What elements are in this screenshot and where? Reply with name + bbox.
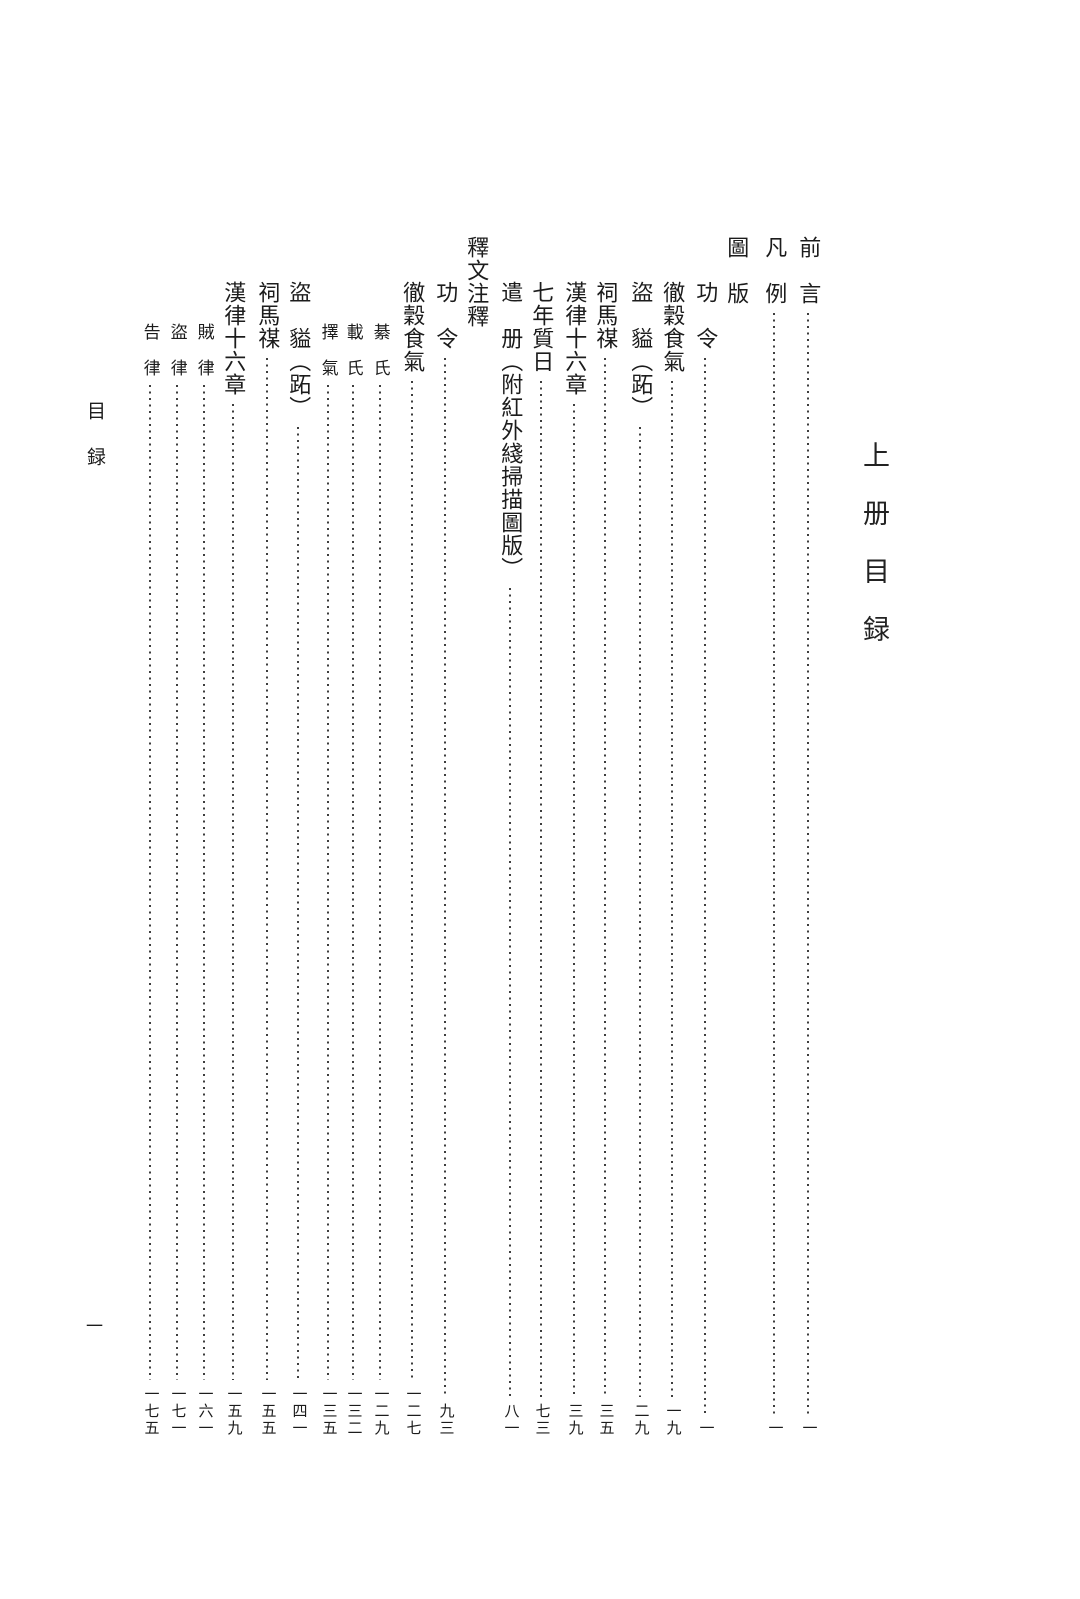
toc-entry-plates-qinian-zhiri: 七年質日 七三: [527, 281, 555, 1437]
entry-label: 徹穀食氣: [400, 281, 426, 373]
dotted-leader: [671, 381, 673, 1397]
entry-page-number: 一七五: [142, 1386, 159, 1437]
entry-page-number: 三五: [597, 1403, 614, 1437]
dotted-leader: [704, 358, 706, 1414]
toc-entry-notes-gaolu: 告 律 一七五: [136, 323, 164, 1437]
toc-entry-plates-chegushiqi: 徹穀食氣 一九: [658, 281, 686, 1437]
toc-entry-notes-chegushiqi: 徹穀食氣 一二七: [398, 281, 426, 1437]
entry-label: 告 律: [140, 323, 160, 377]
entry-page-number: 二九: [632, 1403, 649, 1437]
toc-entry-plates-cimamei: 祠馬禖 三五: [591, 281, 619, 1437]
dotted-leader: [540, 381, 542, 1397]
entry-label: 凡 例: [762, 236, 788, 305]
dotted-leader: [807, 313, 809, 1414]
entry-label: 功 令: [433, 281, 459, 350]
entry-label: 擇 氣: [318, 323, 338, 377]
entry-page-number: 八一: [502, 1403, 519, 1437]
dotted-leader: [352, 385, 354, 1380]
entry-page-number: 九三: [437, 1403, 454, 1437]
toc-entry-notes-zaishi: 載 氏 一三二: [339, 323, 367, 1437]
entry-label: 載 氏: [343, 323, 363, 377]
entry-label: 徹穀食氣: [660, 281, 686, 373]
dotted-leader: [411, 381, 413, 1380]
entry-label: 功 令: [693, 281, 719, 350]
entry-page-number: 一九: [664, 1403, 681, 1437]
toc-entry-notes-zeqi: 擇 氣 一三五: [314, 323, 342, 1437]
toc-entry-notes-zeilu: 賊 律 一六一: [190, 323, 218, 1437]
toc-entry-notes-daolu: 盜 律 一七一: [163, 323, 191, 1437]
entry-label: 祠馬禖: [593, 281, 619, 350]
entry-label: 綦 氏: [370, 323, 390, 377]
toc-entry-plates-gongling: 功 令 一: [691, 281, 719, 1437]
entry-page-number: 一二九: [372, 1386, 389, 1437]
dotted-leader: [327, 385, 329, 1380]
entry-page-number: 一: [800, 1420, 817, 1437]
dotted-leader: [639, 427, 641, 1397]
entry-page-number: 一五五: [259, 1386, 276, 1437]
entry-label: 盜 貖（跖）: [628, 281, 654, 419]
section-heading-label: 圖 版: [724, 236, 750, 305]
dotted-leader: [297, 427, 299, 1380]
toc-entry-notes-cimamei: 祠馬禖 一五五: [253, 281, 281, 1437]
dotted-leader: [573, 404, 575, 1397]
toc-entry-notes-hanlu-sixteen: 漢律十六章 一五九: [219, 281, 247, 1437]
volume-title: 上 册 目 録: [859, 441, 889, 644]
toc-entry-editorial-notes: 凡 例 一: [760, 236, 788, 1437]
dotted-leader: [149, 385, 151, 1380]
toc-entry-preface: 前 言 一: [794, 236, 822, 1437]
entry-label: 盜 貖（跖）: [286, 281, 312, 419]
entry-label: 盜 律: [167, 323, 187, 377]
entry-page-number: 一: [766, 1420, 783, 1437]
entry-page-number: 一: [697, 1420, 714, 1437]
dotted-leader: [773, 313, 775, 1414]
toc-entry-plates-hanlu-sixteen: 漢律十六章 三九: [560, 281, 588, 1437]
toc-entry-notes-daozhi: 盜 貖（跖） 一四一: [284, 281, 312, 1437]
dotted-leader: [444, 358, 446, 1397]
entry-label: 祠馬禖: [255, 281, 281, 350]
dotted-leader: [509, 588, 511, 1397]
entry-page-number: 一三五: [320, 1386, 337, 1437]
dotted-leader: [379, 385, 381, 1380]
entry-page-number: 一六一: [196, 1386, 213, 1437]
toc-entry-plates-qiance: 遣 册（附紅外綫掃描圖版） 八一: [496, 281, 524, 1437]
entry-label: 漢律十六章: [221, 281, 247, 396]
entry-label: 七年質日: [529, 281, 555, 373]
running-header: 目 録: [84, 401, 105, 470]
dotted-leader: [232, 404, 234, 1380]
entry-page-number: 一五九: [225, 1386, 242, 1437]
entry-label: 遣 册（附紅外綫掃描圖版）: [498, 281, 524, 580]
dotted-leader: [604, 358, 606, 1397]
entry-label: 前 言: [796, 236, 822, 305]
entry-page-number: 一二七: [404, 1386, 421, 1437]
dotted-leader: [203, 385, 205, 1380]
dotted-leader: [266, 358, 268, 1380]
entry-page-number: 一三二: [345, 1386, 362, 1437]
page-folio-number: 一: [86, 1317, 103, 1336]
dotted-leader: [176, 385, 178, 1380]
section-heading-plates: 圖 版: [722, 236, 750, 305]
entry-page-number: 七三: [533, 1403, 550, 1437]
toc-entry-plates-daozhi: 盜 貖（跖） 二九: [626, 281, 654, 1437]
entry-page-number: 一七一: [169, 1386, 186, 1437]
toc-entry-notes-gongling: 功 令 九三: [431, 281, 459, 1437]
entry-page-number: 一四一: [290, 1386, 307, 1437]
entry-label: 漢律十六章: [562, 281, 588, 396]
entry-label: 賊 律: [194, 323, 214, 377]
section-heading-annotations: 釋文注釋: [462, 236, 490, 328]
section-heading-label: 釋文注釋: [464, 236, 490, 328]
entry-page-number: 三九: [566, 1403, 583, 1437]
toc-entry-notes-qishi: 綦 氏 一二九: [366, 323, 394, 1437]
